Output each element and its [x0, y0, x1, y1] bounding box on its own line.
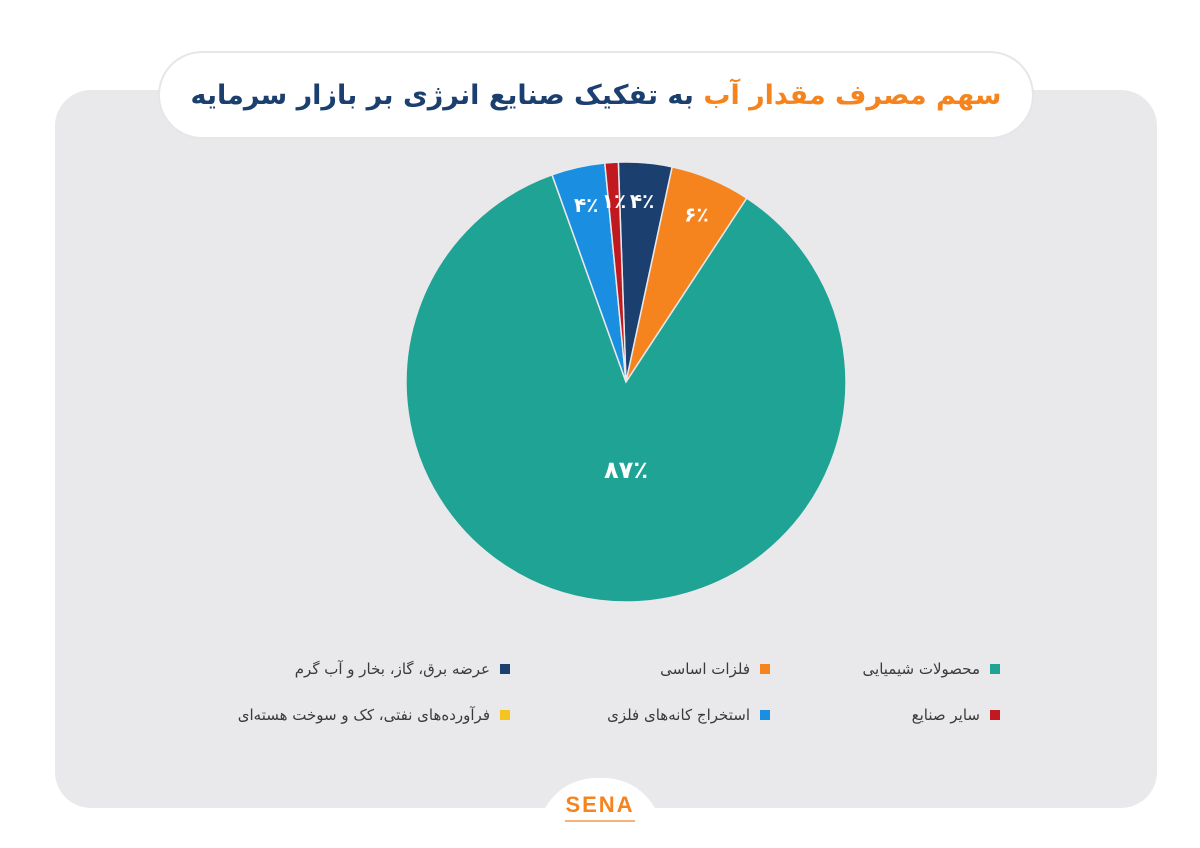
- legend-swatch-4: [760, 710, 770, 720]
- legend-swatch-1: [760, 664, 770, 674]
- legend-label-1: فلزات اساسی: [660, 660, 750, 678]
- legend-label-3: سایر صنایع: [911, 706, 980, 724]
- legend-swatch-3: [990, 710, 1000, 720]
- legend-item-1: فلزات اساسی: [510, 660, 770, 678]
- legend-label-4: استخراج کانه‌های فلزی: [607, 706, 750, 724]
- logo-underline: [565, 820, 635, 822]
- chart-title-accent: سهم مصرف مقدار آب: [703, 79, 1002, 111]
- legend-item-5: فرآورده‌های نفتی، کک و سوخت هسته‌ای: [200, 706, 510, 724]
- pie-data-label-1: ۶٪: [684, 203, 708, 227]
- chart-title: سهم مصرف مقدار آب به تفکیک صنایع انرژی ب…: [190, 80, 1001, 111]
- legend-swatch-2: [500, 664, 510, 674]
- legend-swatch-0: [990, 664, 1000, 674]
- pie-data-label-2: ۸۷٪: [604, 456, 648, 484]
- legend-label-5: فرآورده‌های نفتی، کک و سوخت هسته‌ای: [237, 706, 490, 724]
- pie-slice-4: [603, 161, 627, 383]
- legend-item-3: سایر صنایع: [770, 706, 1000, 724]
- pie-data-label-4: ۱٪: [602, 189, 626, 213]
- legend-label-0: محصولات شیمیایی: [862, 660, 980, 678]
- chart-title-banner: ” سهم مصرف مقدار آب به تفکیک صنایع انرژی…: [160, 53, 1032, 137]
- legend-item-2: عرضه برق، گاز، بخار و آب گرم: [200, 660, 510, 678]
- logo-text: SENA: [565, 792, 635, 817]
- pie-data-label-0: ۴٪: [630, 189, 654, 213]
- legend-item-0: محصولات شیمیایی: [770, 660, 1000, 678]
- legend-label-2: عرضه برق، گاز، بخار و آب گرم: [294, 660, 490, 678]
- legend-item-4: استخراج کانه‌های فلزی: [510, 706, 770, 724]
- pie-data-label-3: ۴٪: [574, 193, 598, 217]
- pie-slice-2: [405, 173, 847, 603]
- chart-legend: محصولات شیمیایی فلزات اساسی عرضه برق، گاز،…: [200, 660, 1000, 724]
- chart-title-main: به تفکیک صنایع انرژی بر بازار سرمایه: [190, 79, 694, 111]
- legend-swatch-5: [500, 710, 510, 720]
